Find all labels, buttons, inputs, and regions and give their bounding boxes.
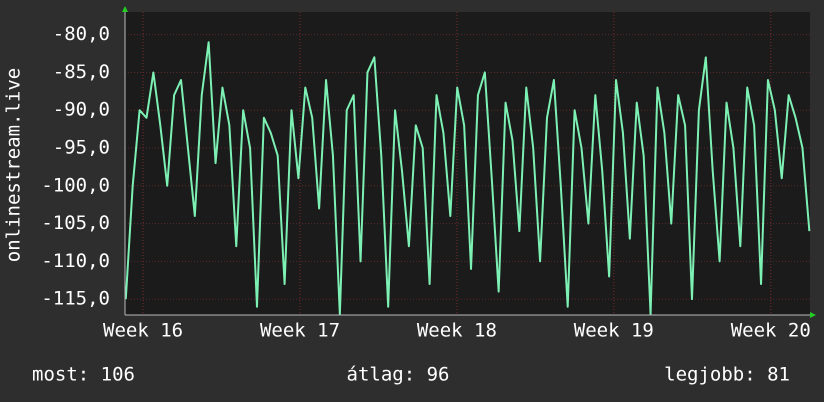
- footer-best: legjobb: 81: [664, 364, 790, 386]
- x-tick-label: Week 19: [574, 320, 654, 342]
- y-tick-label: -95,0: [53, 137, 110, 159]
- x-tick-label: Week 18: [417, 320, 497, 342]
- y-tick-label: -85,0: [53, 61, 110, 83]
- marks: [124, 41, 811, 316]
- y-tick-label: -105,0: [41, 212, 110, 234]
- y-axis-title: onlinestream.live: [3, 68, 25, 262]
- y-arrow: [122, 6, 128, 12]
- y-tick-label: -80,0: [53, 23, 110, 45]
- y-tick-label: -110,0: [41, 250, 110, 272]
- y-tick-label: -90,0: [53, 99, 110, 121]
- y-tick-label: -100,0: [41, 174, 110, 196]
- plot-area: [125, 12, 810, 315]
- y-tick-label: -115,0: [41, 288, 110, 310]
- x-tick-label: Week 16: [103, 320, 183, 342]
- x-tick-label: Week 20: [731, 320, 811, 342]
- x-tick-label: Week 17: [260, 320, 340, 342]
- x-arrow: [810, 312, 816, 318]
- footer-average: átlag: 96: [347, 364, 450, 386]
- footer-current: most: 106: [32, 364, 135, 386]
- series-line: [124, 41, 811, 316]
